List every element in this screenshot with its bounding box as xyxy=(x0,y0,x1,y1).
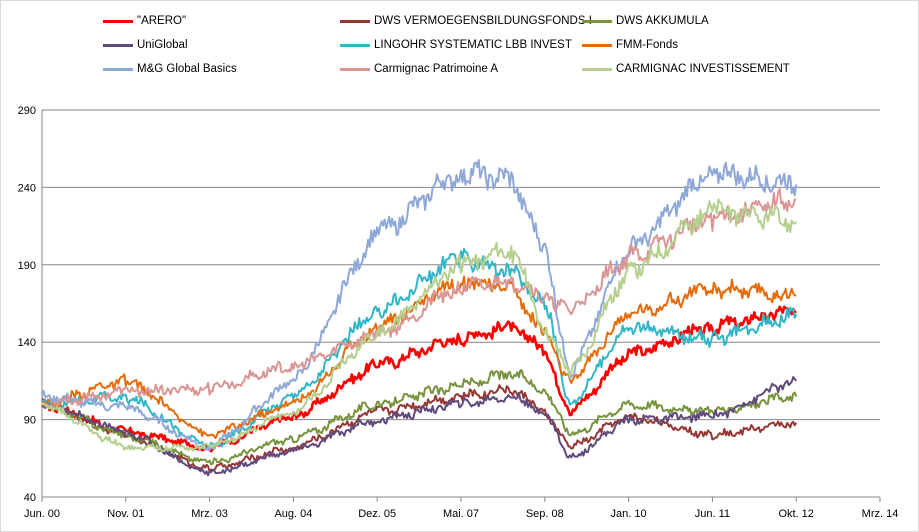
legend-item: "ARERO" xyxy=(103,13,186,29)
y-tick-label: 240 xyxy=(18,182,36,194)
legend-label: M&G Global Basics xyxy=(137,63,237,75)
x-tick-label: Mrz. 14 xyxy=(862,508,899,520)
legend-item: DWS AKKUMULA xyxy=(582,13,709,29)
x-tick-label: Jan. 10 xyxy=(611,508,647,520)
legend-item: LINGOHR SYSTEMATIC LBB INVEST xyxy=(340,37,572,53)
legend-label: CARMIGNAC INVESTISSEMENT xyxy=(616,63,790,75)
y-tick-label: 90 xyxy=(24,415,36,427)
legend-item: UniGlobal xyxy=(103,37,188,53)
legend-swatch xyxy=(103,19,133,23)
x-tick-label: Aug. 04 xyxy=(274,508,312,520)
legend-item: FMM-Fonds xyxy=(582,37,678,53)
legend-item: Carmignac Patrimoine A xyxy=(340,61,498,77)
legend-label: Carmignac Patrimoine A xyxy=(374,63,498,75)
legend-swatch xyxy=(103,43,133,47)
legend-label: FMM-Fonds xyxy=(616,39,678,51)
legend-swatch xyxy=(582,19,612,23)
series-line xyxy=(41,159,798,451)
x-tick-label: Mai. 07 xyxy=(443,508,479,520)
legend-label: LINGOHR SYSTEMATIC LBB INVEST xyxy=(374,39,572,51)
legend-item: CARMIGNAC INVESTISSEMENT xyxy=(582,61,790,77)
x-tick-label: Nov. 01 xyxy=(107,508,144,520)
x-tick-label: Mrz. 03 xyxy=(191,508,228,520)
legend-label: UniGlobal xyxy=(137,39,188,51)
series-line xyxy=(41,198,797,453)
series-line xyxy=(41,247,798,451)
legend-item: M&G Global Basics xyxy=(103,61,237,77)
legend-label: DWS VERMOEGENSBILDUNGSFONDS I xyxy=(374,15,592,27)
x-tick-label: Dez. 05 xyxy=(358,508,396,520)
series-line xyxy=(41,376,797,477)
y-tick-label: 190 xyxy=(18,260,36,272)
legend-swatch xyxy=(340,43,370,47)
series-line xyxy=(41,305,797,453)
y-tick-label: 290 xyxy=(18,105,36,117)
x-tick-label: Sep. 08 xyxy=(526,508,564,520)
y-tick-label: 40 xyxy=(24,492,36,504)
legend: "ARERO" DWS VERMOEGENSBILDUNGSFONDS I DWS … xyxy=(0,0,919,90)
legend-item: DWS VERMOEGENSBILDUNGSFONDS I xyxy=(340,13,592,29)
legend-swatch xyxy=(340,19,370,23)
y-tick-label: 140 xyxy=(18,337,36,349)
x-tick-label: Okt. 12 xyxy=(778,508,813,520)
legend-label: "ARERO" xyxy=(137,15,187,27)
legend-swatch xyxy=(340,67,370,71)
x-tick-label: Jun. 00 xyxy=(24,508,60,520)
series-line xyxy=(41,275,797,440)
series-line xyxy=(41,188,797,410)
legend-swatch xyxy=(103,67,133,71)
legend-label: DWS AKKUMULA xyxy=(616,15,709,27)
legend-swatch xyxy=(582,43,612,47)
x-tick-label: Jun. 11 xyxy=(695,508,730,520)
legend-swatch xyxy=(582,67,612,71)
